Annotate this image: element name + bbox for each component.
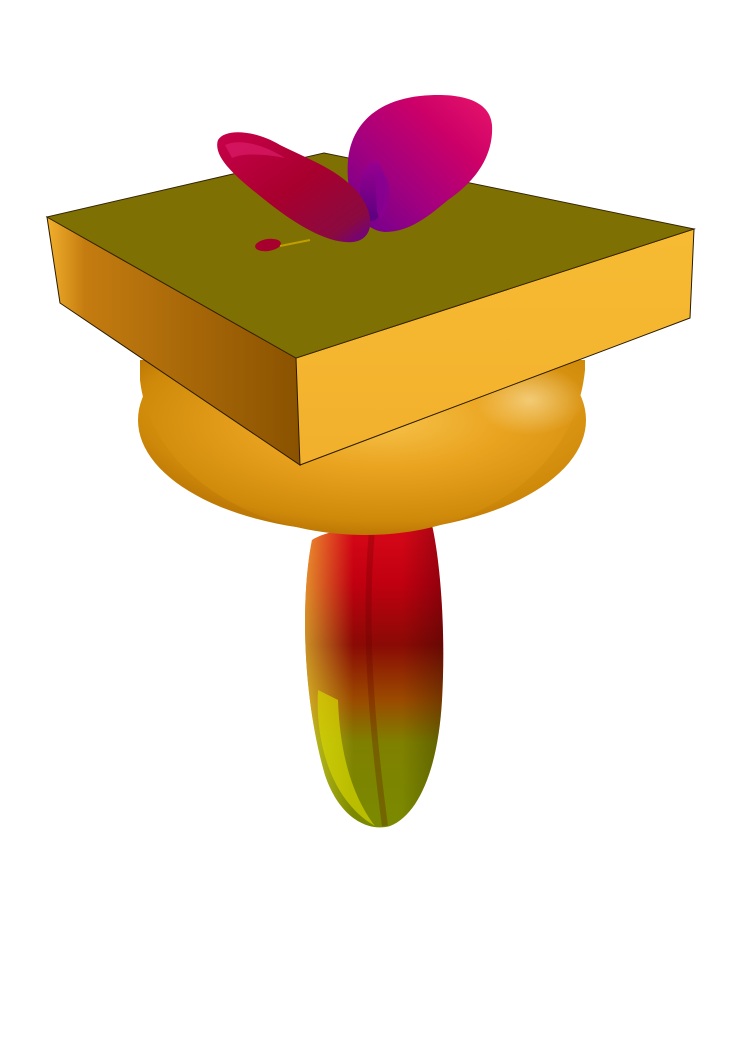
ground-plate <box>45 152 696 466</box>
upper-radiation-lobes <box>217 95 493 252</box>
lower-radiation-lobe <box>305 523 444 828</box>
